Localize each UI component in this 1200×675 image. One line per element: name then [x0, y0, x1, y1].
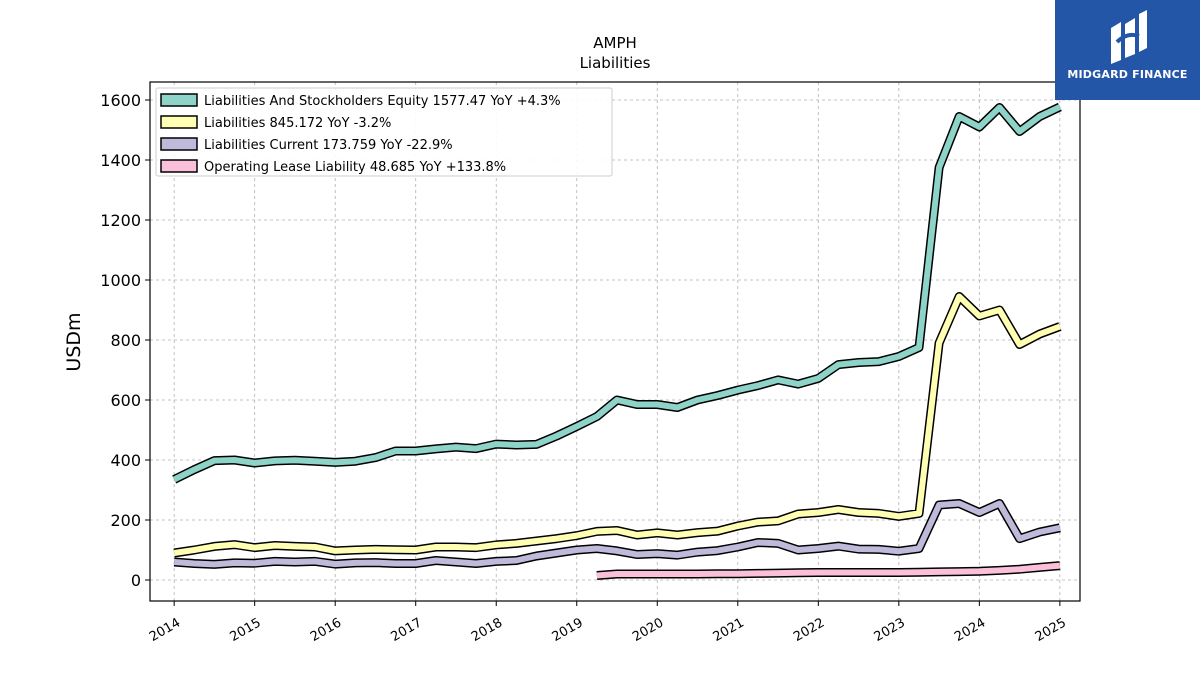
- legend-label-2: Liabilities Current 173.759 YoY -22.9%: [204, 138, 453, 153]
- y-tick-label: 800: [110, 331, 141, 350]
- y-tick-label: 1400: [100, 151, 141, 170]
- series-line-2: [173, 500, 1061, 568]
- x-tick-label: 2021: [711, 615, 747, 645]
- y-tick-label: 200: [110, 511, 141, 530]
- x-tick-label: 2024: [952, 615, 988, 645]
- x-tick-label: 2020: [630, 615, 666, 645]
- legend: Liabilities And Stockholders Equity 1577…: [155, 87, 613, 177]
- x-tick-label: 2018: [469, 615, 505, 645]
- series-line-1: [173, 293, 1061, 556]
- y-tick-label: 1600: [100, 91, 141, 110]
- legend-label-1: Liabilities 845.172 YoY -3.2%: [204, 116, 391, 131]
- legend-swatch-3: [160, 159, 198, 173]
- x-tick-label: 2023: [872, 615, 908, 645]
- x-tick-label: 2015: [228, 615, 264, 645]
- series-line-3: [596, 562, 1061, 579]
- logo: MIDGARD FINANCE: [1055, 0, 1200, 100]
- legend-swatch-1: [160, 115, 198, 129]
- y-tick-label: 600: [110, 391, 141, 410]
- x-axis: 2014 2015 2016 2017 2018 2019 2020 2021 2022 2023…: [147, 601, 1069, 645]
- series-lines: [172, 102, 1062, 580]
- legend-box: [155, 87, 613, 177]
- x-tick-label: 2022: [791, 615, 827, 645]
- legend-swatch-2: [160, 137, 198, 151]
- logo-mark-icon: [1111, 10, 1147, 64]
- y-tick-label: 1200: [100, 211, 141, 230]
- y-axis-label: USDm: [63, 312, 85, 371]
- y-axis: 0 200 400 600 800 1000 1200 1400 1600: [100, 91, 150, 590]
- x-tick-label: 2025: [1033, 615, 1069, 645]
- y-tick-label: 1000: [100, 271, 141, 290]
- x-tick-label: 2014: [147, 615, 183, 645]
- chart-subtitle: Liabilities: [580, 54, 651, 72]
- x-tick-label: 2017: [389, 615, 425, 645]
- legend-label-0: Liabilities And Stockholders Equity 1577…: [204, 94, 561, 109]
- logo-text: MIDGARD FINANCE: [1067, 68, 1188, 81]
- x-tick-label: 2019: [550, 615, 586, 645]
- series-line-0: [172, 104, 1062, 483]
- x-tick-label: 2016: [308, 615, 344, 645]
- chart-title: AMPH: [593, 34, 637, 52]
- y-tick-label: 400: [110, 451, 141, 470]
- plot-frame: [149, 81, 1081, 602]
- legend-label-3: Operating Lease Liability 48.685 YoY +13…: [204, 160, 506, 175]
- y-tick-label: 0: [131, 571, 141, 590]
- legend-swatch-0: [160, 93, 198, 107]
